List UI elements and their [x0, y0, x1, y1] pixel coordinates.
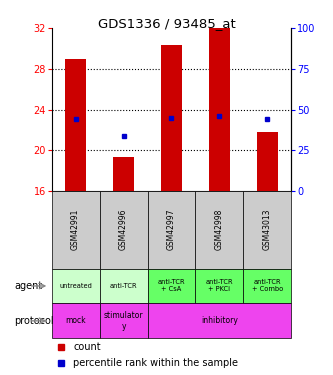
Text: anti-TCR: anti-TCR	[110, 283, 137, 289]
Text: untreated: untreated	[59, 283, 92, 289]
Text: stimulator
y: stimulator y	[104, 311, 143, 330]
Text: agent: agent	[14, 281, 43, 291]
Bar	[52, 268, 100, 303]
Bar	[113, 158, 134, 191]
Text: anti-TCR
+ Combo: anti-TCR + Combo	[252, 279, 283, 292]
Bar	[100, 191, 148, 268]
Bar	[148, 191, 195, 268]
Text: count: count	[73, 342, 101, 351]
Text: anti-TCR
+ CsA: anti-TCR + CsA	[158, 279, 185, 292]
Bar	[195, 268, 243, 303]
Bar	[161, 45, 182, 191]
Text: GSM42991: GSM42991	[71, 209, 80, 251]
Bar	[148, 303, 291, 338]
Bar	[243, 191, 291, 268]
Text: GSM42998: GSM42998	[215, 209, 224, 251]
Text: GSM42996: GSM42996	[119, 209, 128, 251]
Text: GDS1336 / 93485_at: GDS1336 / 93485_at	[98, 17, 235, 30]
Text: protocol: protocol	[14, 316, 54, 326]
Text: inhibitory: inhibitory	[201, 316, 238, 326]
Text: mock: mock	[65, 316, 86, 326]
Text: percentile rank within the sample: percentile rank within the sample	[73, 358, 238, 368]
Bar	[257, 132, 278, 191]
Text: GSM42997: GSM42997	[167, 209, 176, 251]
Bar	[195, 191, 243, 268]
Bar	[65, 58, 86, 191]
Bar	[52, 191, 100, 268]
Bar	[100, 303, 148, 338]
Bar	[100, 268, 148, 303]
Bar	[209, 28, 230, 191]
Bar	[148, 268, 195, 303]
Text: anti-TCR
+ PKCi: anti-TCR + PKCi	[206, 279, 233, 292]
Bar	[243, 268, 291, 303]
Bar	[52, 303, 100, 338]
Text: GSM43013: GSM43013	[263, 209, 272, 251]
